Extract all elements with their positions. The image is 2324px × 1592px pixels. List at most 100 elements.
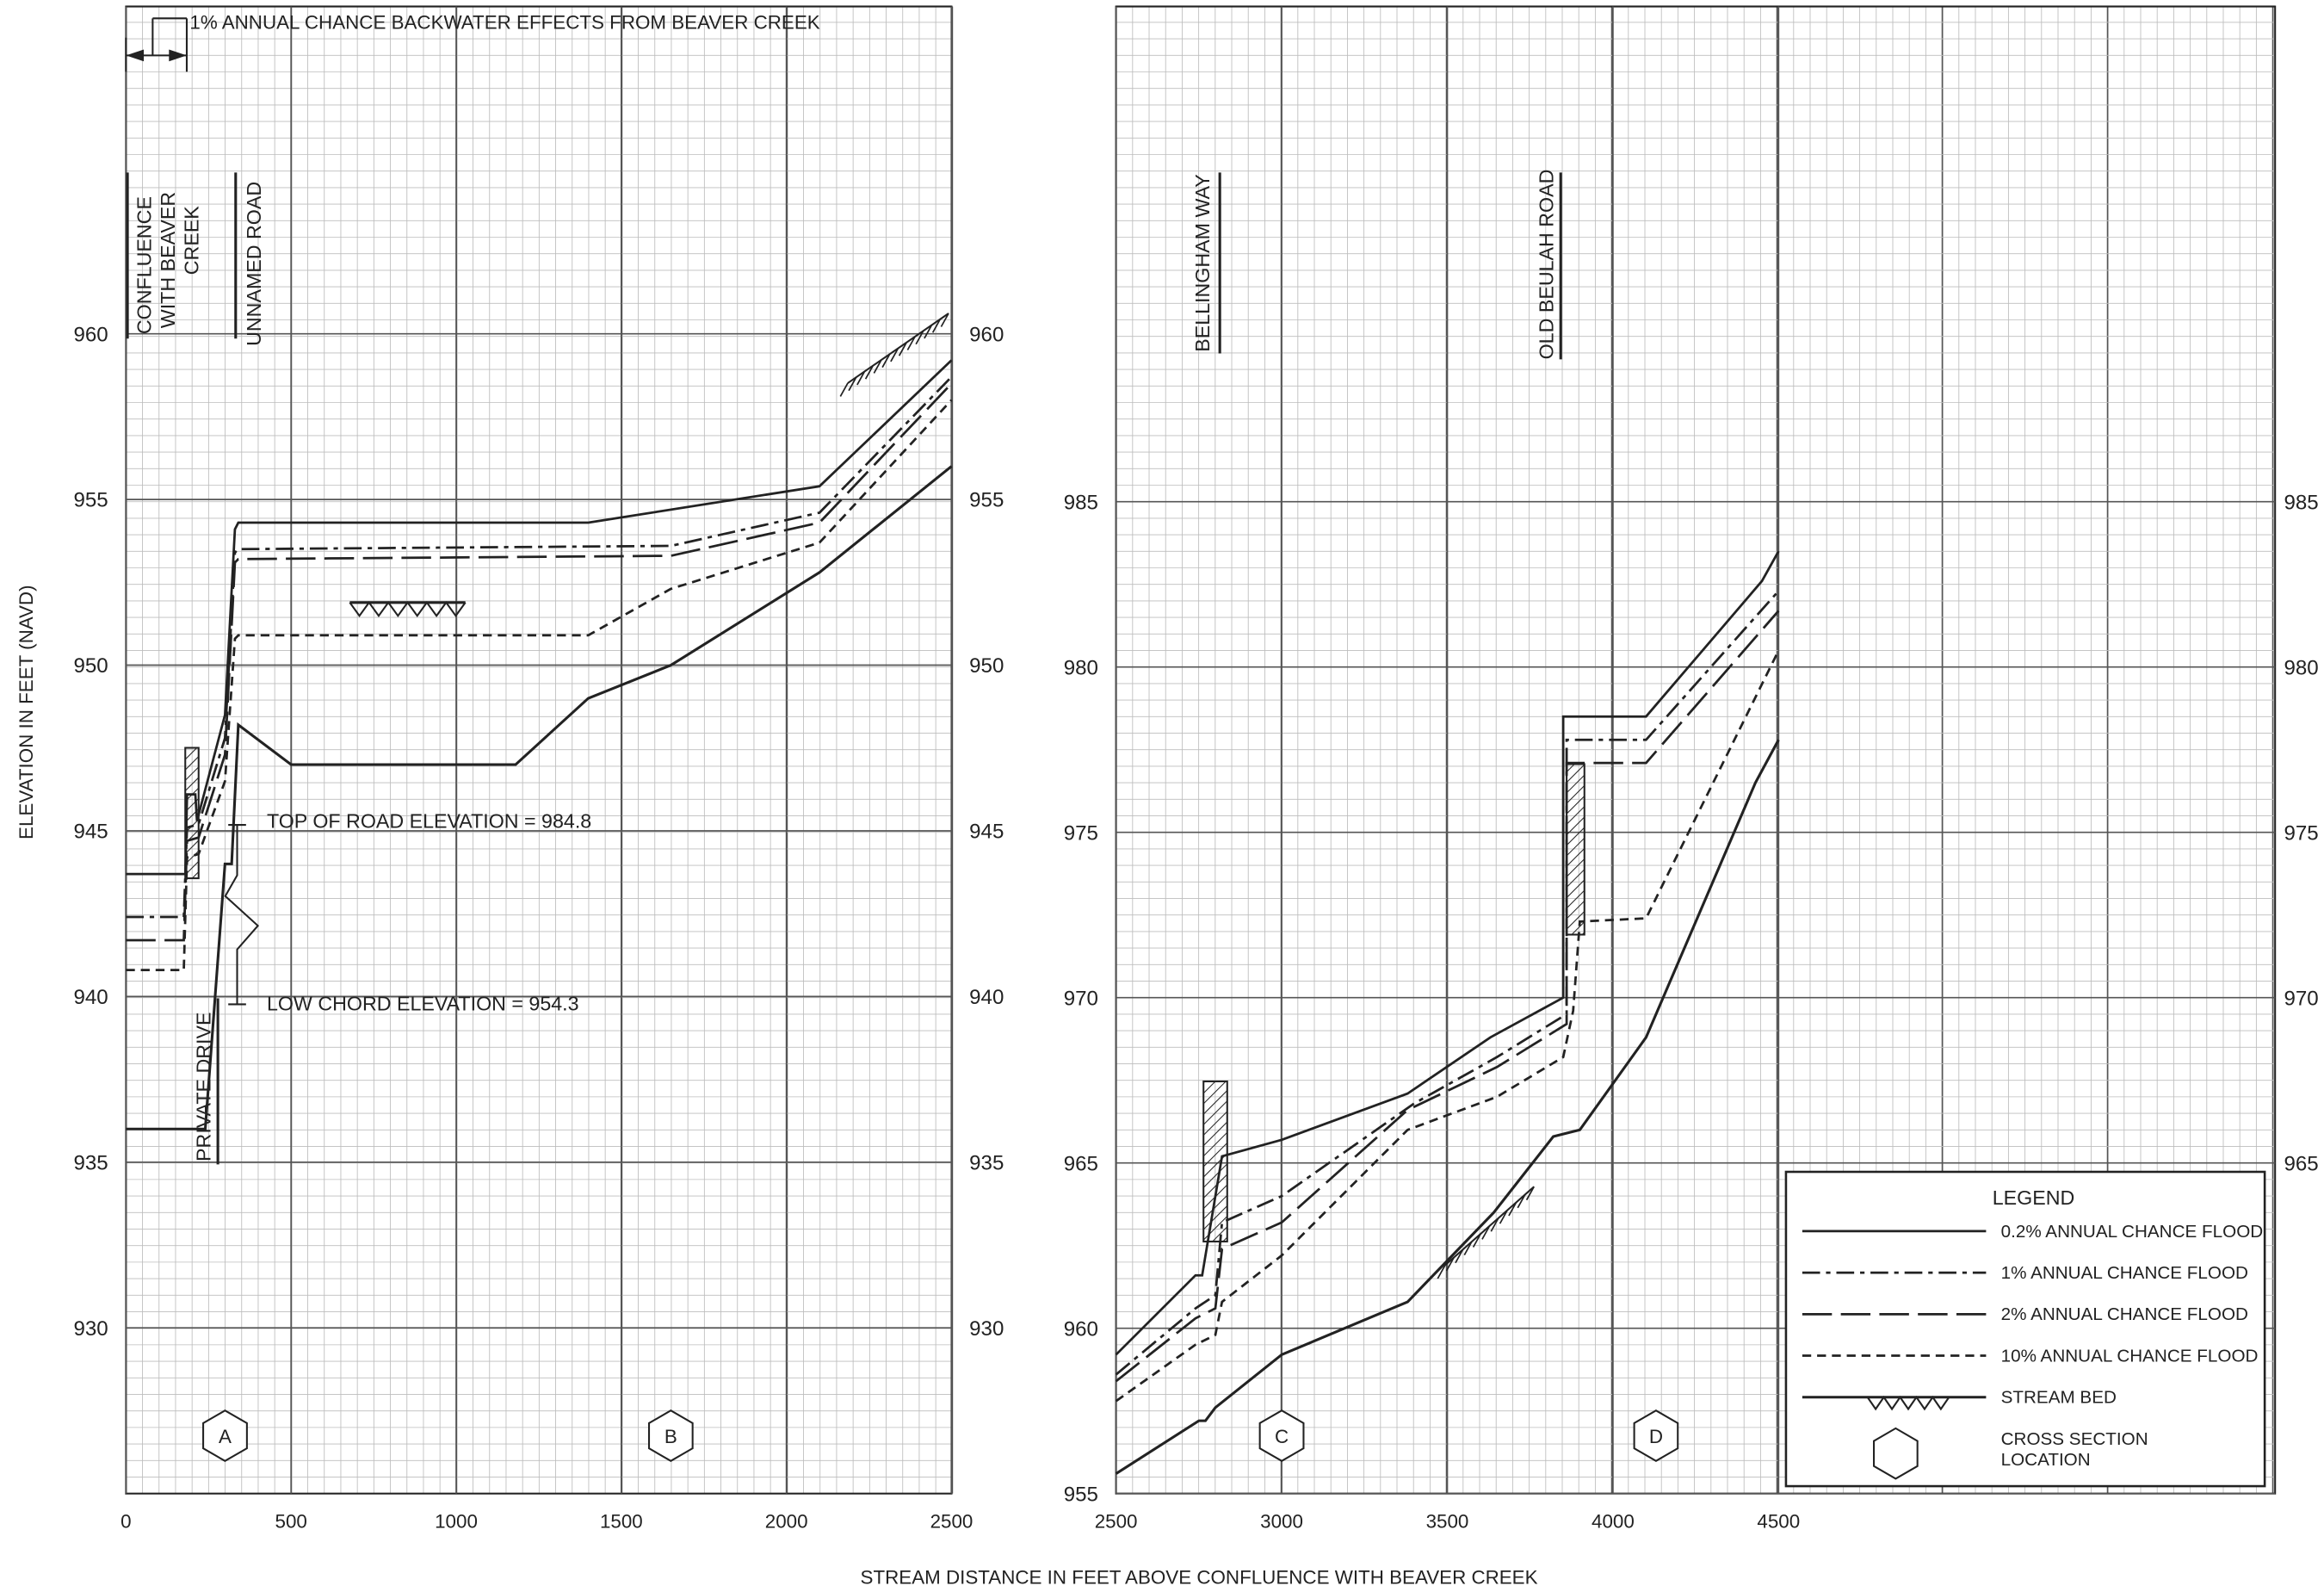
series-line-solid — [1115, 550, 1780, 1356]
y-tick-label-mirror: 930 — [969, 1317, 1004, 1341]
cross-section-hexagon — [648, 1409, 694, 1462]
stream-bed-symbol-slope — [906, 336, 916, 350]
right-y-tick-label: 985 — [2284, 491, 2319, 514]
y-tick-label-mirror: 960 — [969, 323, 1004, 346]
legend-item-label: 0.2% ANNUAL CHANCE FLOOD — [2001, 1222, 2264, 1242]
legend-stream-bed-icon — [1866, 1395, 1950, 1411]
series-line-solid — [126, 359, 953, 876]
y-tick-label: 945 — [73, 821, 108, 844]
legend-item-label: 10% ANNUAL CHANCE FLOOD — [2001, 1346, 2259, 1366]
cross-section-label: D — [1649, 1426, 1663, 1447]
legend-item-label: CROSS SECTION LOCATION — [2001, 1429, 2148, 1470]
right-y-tick-label: 980 — [2284, 656, 2319, 679]
stream-bed-symbol-slope — [848, 376, 857, 392]
y-tick-label: 965 — [1064, 1152, 1098, 1175]
x-tick-label: 1500 — [600, 1510, 643, 1532]
x-tick-label: 2500 — [1095, 1510, 1138, 1532]
y-tick-label: 935 — [73, 1151, 108, 1174]
cross-section-label: C — [1275, 1426, 1289, 1447]
legend-item-label: 1% ANNUAL CHANCE FLOOD — [2001, 1263, 2248, 1283]
y-tick-label: 955 — [1064, 1483, 1098, 1506]
series-line-solid — [1115, 739, 1780, 1475]
series-line-long-dash — [126, 382, 953, 942]
y-tick-label: 960 — [1064, 1317, 1098, 1341]
cross-section-label: A — [219, 1426, 232, 1447]
confluence-label-line-0: CONFLUENCE — [133, 196, 156, 334]
y-tick-label: 985 — [1064, 491, 1098, 514]
stream-bed-symbol-slope — [1490, 1217, 1499, 1232]
stream-bed-symbol-slope — [839, 382, 849, 397]
bellingham-way-label: BELLINGHAM WAY — [1191, 174, 1214, 352]
x-tick-label: 500 — [275, 1510, 307, 1532]
x-tick-label: 1000 — [435, 1510, 478, 1532]
stream-bed-symbol-slope — [1463, 1241, 1473, 1256]
y-tick-label-mirror: 950 — [969, 654, 1004, 678]
stream-bed-symbol-slope — [1508, 1202, 1517, 1217]
y-tick-label: 970 — [1064, 987, 1098, 1010]
stream-bed-symbol-slope — [1499, 1210, 1508, 1224]
x-tick-label: 3500 — [1426, 1510, 1469, 1532]
stream-bed-symbol-slope — [856, 371, 866, 386]
series-line-dash-dot — [1115, 590, 1780, 1376]
stream-bed-symbol-slope — [1445, 1256, 1455, 1272]
x-tick-label: 2500 — [930, 1510, 973, 1532]
private-drive-label: PRIVATE DRIVE — [193, 1013, 215, 1161]
y-tick-label: 960 — [73, 323, 108, 346]
stream-bed-symbol-slope — [1525, 1186, 1535, 1201]
right-y-tick-label: 965 — [2284, 1152, 2319, 1175]
low-chord-annotation: LOW CHORD ELEVATION = 954.3 — [267, 992, 579, 1014]
stream-bed-symbol-slope — [1517, 1193, 1526, 1209]
arrowhead-left — [126, 49, 145, 62]
x-tick-label: 0 — [121, 1510, 131, 1532]
right-y-tick-label: 970 — [2284, 987, 2319, 1010]
series-line-short-dash — [1115, 649, 1780, 1403]
y-tick-label: 980 — [1064, 656, 1098, 679]
cross-section-hexagon — [1633, 1409, 1679, 1462]
bridge-hatch-bellingham — [1202, 1080, 1228, 1242]
stream-bed-symbol-slope — [1455, 1248, 1464, 1264]
legend-hexagon-icon — [1873, 1427, 1919, 1480]
y-tick-label: 930 — [73, 1317, 108, 1341]
cross-section-hexagon — [1258, 1409, 1305, 1462]
legend-label-line: LOCATION — [2001, 1450, 2091, 1470]
series-line-solid — [126, 465, 953, 1131]
stream-bed-symbol-slope — [873, 359, 882, 374]
stream-bed-symbol-slope — [1472, 1233, 1481, 1248]
stream-bed-symbol-slope — [890, 348, 899, 362]
backwater-annotation: 1% ANNUAL CHANCE BACKWATER EFFECTS FROM … — [189, 11, 819, 33]
stream-bed-symbol-slope — [931, 319, 942, 333]
cross-section-label: B — [664, 1426, 677, 1447]
arrowhead-right — [169, 49, 187, 62]
x-tick-label: 2000 — [765, 1510, 808, 1532]
confluence-label-line-1: WITH BEAVER — [157, 192, 179, 328]
confluence-label: CONFLUENCE WITH BEAVER CREEK — [133, 192, 203, 334]
legend-title: LEGEND — [1993, 1186, 2075, 1209]
x-tick-label: 4500 — [1757, 1510, 1800, 1532]
stream-bed-symbol-slope — [1437, 1265, 1446, 1279]
unnamed-road-label: UNNAMED ROAD — [243, 182, 265, 346]
elevation-break-symbol — [224, 825, 260, 1005]
stream-bed-symbol-slope — [1481, 1225, 1491, 1240]
y-axis-label: ELEVATION IN FEET (NAVD) — [15, 585, 37, 839]
y-tick-label-mirror: 955 — [969, 489, 1004, 512]
stream-bed-symbol-slope — [940, 313, 949, 327]
bridge-hatch-beulah — [1566, 763, 1585, 936]
legend-item-label: STREAM BED — [2001, 1388, 2117, 1408]
y-tick-label-mirror: 940 — [969, 986, 1004, 1009]
cross-section-hexagon — [202, 1409, 248, 1462]
y-tick-label: 940 — [73, 986, 108, 1009]
y-tick-label-mirror: 945 — [969, 821, 1004, 844]
stream-bed-symbol-slope — [864, 365, 874, 380]
x-tick-label: 4000 — [1592, 1510, 1635, 1532]
x-axis-label: STREAM DISTANCE IN FEET ABOVE CONFLUENCE… — [861, 1567, 1538, 1589]
confluence-label-line-2: CREEK — [181, 206, 203, 276]
old-beulah-road-label: OLD BEULAH ROAD — [1536, 170, 1558, 360]
y-tick-label: 950 — [73, 654, 108, 678]
legend-label-line: CROSS SECTION — [2001, 1429, 2148, 1449]
legend-box — [1784, 1170, 2266, 1488]
series-line-long-dash — [1115, 610, 1780, 1383]
top-of-road-annotation: TOP OF ROAD ELEVATION = 984.8 — [267, 810, 591, 833]
y-tick-label-mirror: 935 — [969, 1151, 1004, 1174]
x-tick-label: 3000 — [1260, 1510, 1303, 1532]
